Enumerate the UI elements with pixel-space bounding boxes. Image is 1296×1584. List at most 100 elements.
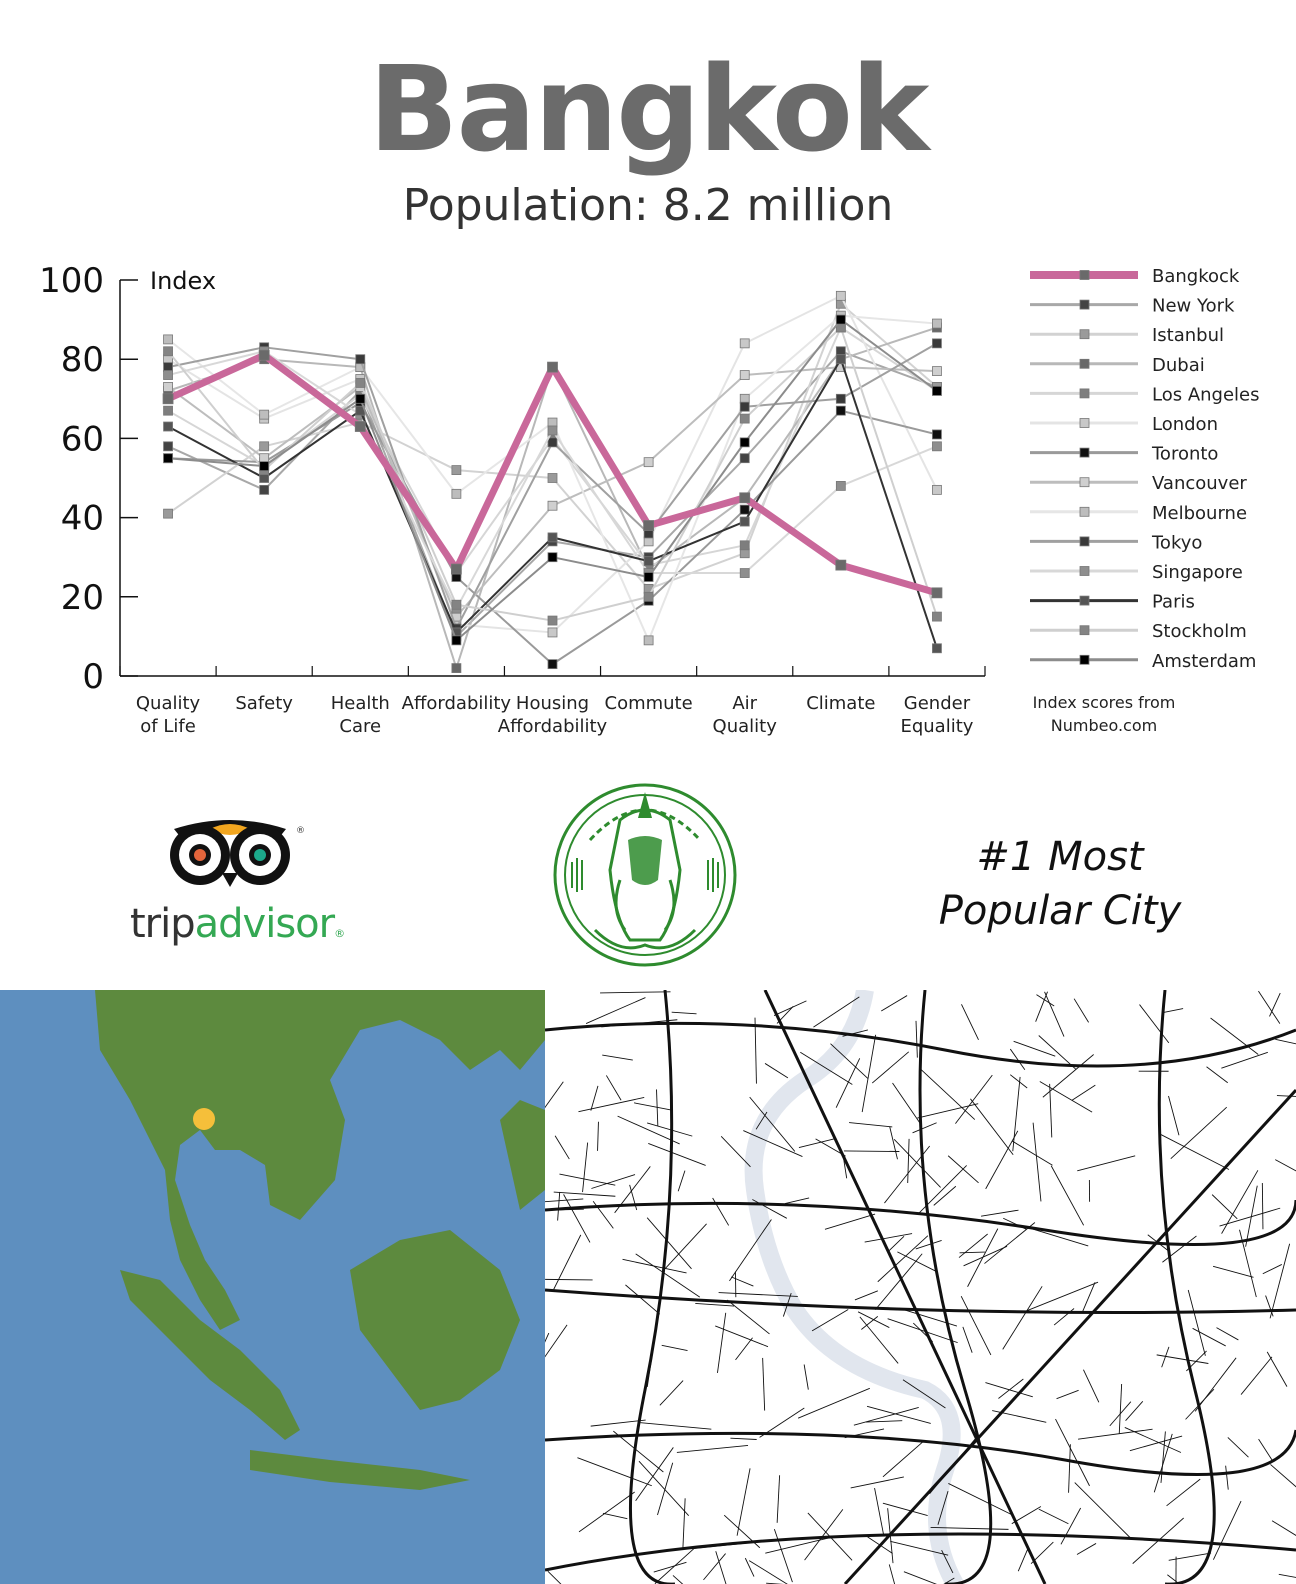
minor-road <box>622 1258 687 1274</box>
legend-item: Toronto <box>1030 444 1218 465</box>
minor-road <box>1003 1217 1027 1230</box>
minor-road <box>867 1536 893 1554</box>
minor-road <box>797 1387 870 1419</box>
data-point <box>259 441 270 452</box>
minor-road <box>1071 1084 1096 1101</box>
major-road <box>545 1288 1296 1314</box>
data-point <box>739 568 750 578</box>
x-category-label: Affordability <box>402 693 512 714</box>
y-tick-label: 80 <box>61 340 104 380</box>
minor-road <box>635 1447 674 1501</box>
minor-road <box>1118 1383 1123 1434</box>
minor-road <box>1212 1265 1254 1278</box>
minor-road <box>1266 1351 1288 1387</box>
series-line <box>167 350 938 638</box>
minor-road <box>929 1436 978 1495</box>
minor-road <box>1269 1243 1291 1319</box>
minor-road <box>882 1440 925 1478</box>
source-note-line1: Index scores from <box>1033 693 1176 712</box>
minor-road <box>764 1063 789 1079</box>
minor-road <box>1077 1428 1153 1440</box>
minor-road <box>1227 1437 1249 1458</box>
tripadvisor-logo: ® tripadvisor® <box>130 815 350 955</box>
minor-road <box>1221 1051 1268 1069</box>
minor-road <box>1262 1264 1283 1275</box>
minor-road <box>653 1561 687 1573</box>
minor-road <box>861 1034 877 1113</box>
minor-road <box>843 1158 848 1179</box>
series-melbourne <box>163 310 942 646</box>
minor-road <box>1206 1066 1228 1084</box>
x-category-label: Gender Equality <box>900 693 973 737</box>
minor-road <box>563 1194 591 1243</box>
minor-road <box>1049 1083 1053 1138</box>
minor-road <box>970 1098 1014 1155</box>
minor-road <box>743 1130 803 1157</box>
minor-road <box>1055 1418 1090 1487</box>
minor-road <box>1053 1308 1075 1326</box>
minor-road <box>614 1166 651 1214</box>
major-road <box>545 1199 1296 1246</box>
data-point <box>932 441 942 452</box>
data-point <box>163 421 173 432</box>
data-point <box>163 346 173 357</box>
legend-label: Dubai <box>1152 355 1205 376</box>
minor-road <box>933 1185 957 1206</box>
legend-item: Tokyo <box>1030 532 1202 553</box>
minor-road <box>917 1103 979 1119</box>
legend-swatch-marker <box>1079 388 1090 399</box>
legend-item: Stockholm <box>1030 621 1247 642</box>
minor-road <box>865 1420 903 1423</box>
street-map <box>545 990 1296 1584</box>
minor-road <box>859 1316 899 1364</box>
minor-road <box>723 1514 761 1549</box>
minor-road <box>545 1278 593 1281</box>
minor-road <box>1258 990 1281 1024</box>
minor-road <box>661 1344 688 1351</box>
minor-road <box>915 1239 942 1250</box>
y-tick-label: 20 <box>61 578 104 618</box>
minor-road <box>718 1292 798 1297</box>
x-category-label: Climate <box>806 693 875 714</box>
minor-road <box>1211 1194 1238 1220</box>
data-point <box>643 591 654 602</box>
minor-road <box>907 1138 910 1183</box>
minor-road <box>881 995 908 1012</box>
minor-road <box>547 1570 562 1584</box>
bangkok-seal-icon <box>553 783 737 967</box>
minor-road <box>1261 1183 1264 1230</box>
population-subtitle: Population: 8.2 million <box>402 180 894 231</box>
minor-road <box>1225 1465 1229 1490</box>
data-point <box>643 572 654 582</box>
minor-road <box>1125 1401 1144 1421</box>
minor-road <box>875 1253 923 1310</box>
minor-road <box>1219 1207 1281 1227</box>
minor-road <box>902 1379 946 1409</box>
minor-road <box>798 1137 837 1149</box>
major-road <box>763 990 1047 1584</box>
minor-road <box>835 1058 861 1108</box>
minor-road <box>882 1502 928 1517</box>
minor-road <box>1077 1155 1136 1172</box>
minor-road <box>1076 1543 1097 1555</box>
minor-road <box>1026 1281 1099 1312</box>
minor-road <box>960 1295 992 1356</box>
minor-road <box>1240 1356 1273 1395</box>
minor-road <box>1216 1327 1239 1341</box>
data-point <box>932 484 942 495</box>
minor-road <box>784 1197 810 1205</box>
minor-road <box>559 1173 616 1186</box>
minor-road <box>892 1082 921 1124</box>
minor-road <box>597 1121 599 1151</box>
data-point <box>547 615 558 626</box>
legend-item: Paris <box>1030 592 1195 613</box>
minor-road <box>1221 1170 1259 1234</box>
minor-road <box>1271 1520 1296 1536</box>
legend-item: Dubai <box>1030 355 1205 376</box>
minor-road <box>961 1004 979 1041</box>
data-point <box>835 405 846 416</box>
data-point <box>739 492 751 504</box>
minor-road <box>1166 1478 1201 1507</box>
legend-label: London <box>1152 414 1218 435</box>
legend-item: Los Angeles <box>1030 384 1260 405</box>
